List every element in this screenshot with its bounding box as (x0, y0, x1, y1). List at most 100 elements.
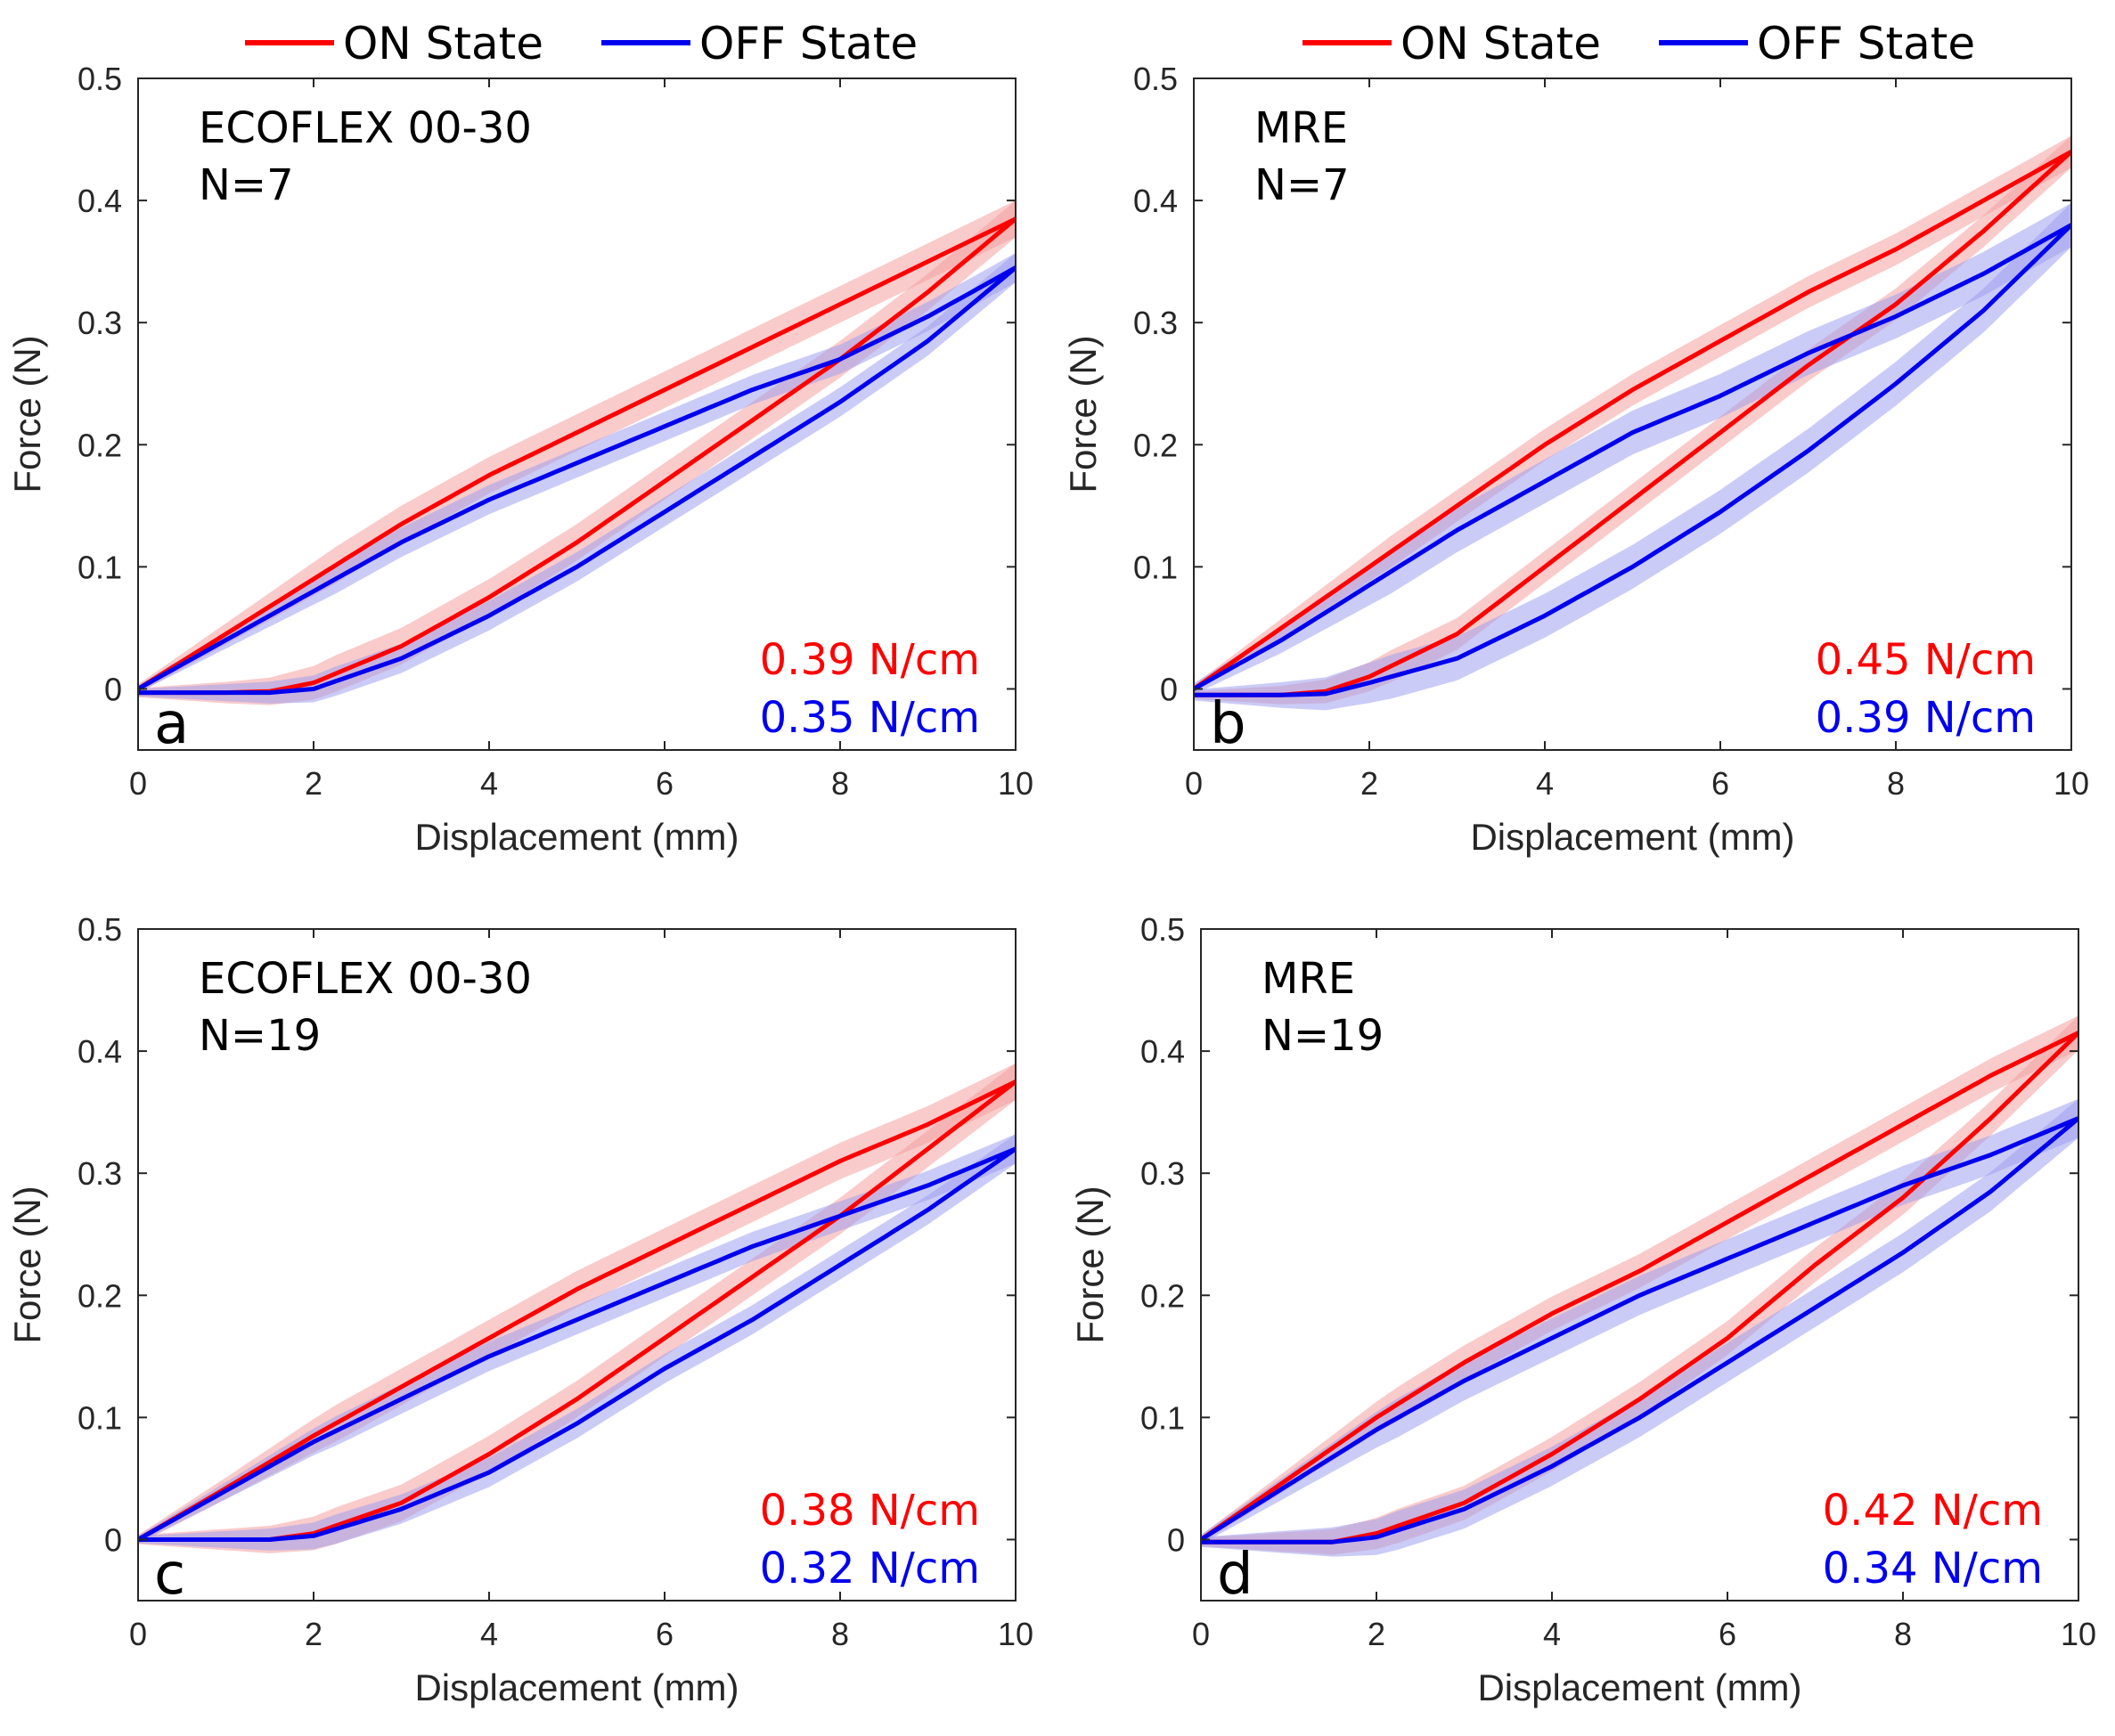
y-tick-label: 0.4 (78, 1033, 122, 1070)
series-off-unloading-line (1194, 223, 2071, 697)
series-on-loading-line (1194, 150, 2071, 691)
material-label: MRE (1254, 103, 1348, 153)
stiffness-off-label: 0.35 N/cm (760, 693, 980, 743)
legend-off-label: OFF State (1757, 18, 1975, 69)
y-tick-label: 0 (104, 1521, 122, 1558)
y-tick-label: 0.2 (1140, 1277, 1185, 1314)
sample-count-label: N=7 (199, 160, 294, 210)
x-tick-label: 10 (2054, 765, 2089, 802)
y-axis-label: Force (N) (6, 1186, 48, 1343)
x-tick-label: 8 (831, 1616, 849, 1652)
series-off-unloading-line (138, 265, 1016, 696)
plot-area (1201, 1015, 2078, 1557)
x-tick-label: 0 (129, 765, 147, 802)
y-tick-label: 0.1 (78, 549, 122, 585)
series-on-loading-line (138, 1080, 1016, 1542)
series-on-unloading-line (1194, 150, 2071, 697)
sample-count-label: N=19 (199, 1011, 321, 1061)
panel-c: 0 2 4 6 8 10 0 0.1 0.2 0.3 0.4 0.5 Displacement (mm)… (6, 911, 1033, 1708)
x-tick-label: 2 (1360, 765, 1378, 802)
series-off-unloading-line (1201, 1116, 2078, 1544)
y-tick-label: 0.3 (1133, 305, 1178, 341)
x-tick-label: 8 (1894, 1616, 1912, 1652)
y-tick-label: 0.5 (1140, 911, 1185, 948)
y-tick-label: 0.5 (78, 61, 122, 97)
stiffness-off-label: 0.34 N/cm (1823, 1544, 2043, 1593)
y-tick-label: 0.1 (1140, 1399, 1185, 1436)
sample-count-label: N=19 (1262, 1011, 1384, 1061)
axes-box (137, 928, 1017, 1602)
band-off-loading (1194, 202, 2071, 695)
x-tick-label: 2 (305, 1616, 323, 1652)
series-off-unloading-line (138, 1146, 1016, 1542)
y-tick-label: 0.2 (78, 1277, 122, 1314)
x-tick-label: 0 (1185, 765, 1203, 802)
y-tick-label: 0.4 (1140, 1033, 1185, 1070)
y-axis-label: Force (N) (1062, 335, 1104, 493)
x-tick-label: 0 (1192, 1616, 1210, 1652)
x-tick-label: 10 (2061, 1616, 2096, 1652)
material-label: ECOFLEX 00-30 (199, 103, 532, 153)
x-tick-label: 6 (656, 765, 674, 802)
band-off-loading (1201, 1098, 2078, 1544)
x-tick-label: 4 (480, 1616, 498, 1652)
axes-box (137, 77, 1017, 751)
y-tick-label: 0.1 (1133, 549, 1178, 585)
y-axis-label: Force (N) (6, 335, 48, 493)
series-off-loading-line (1194, 223, 2071, 691)
axes-box (1200, 928, 2079, 1602)
panel-letter: a (154, 691, 189, 757)
y-tick-label: 0.3 (78, 1155, 122, 1192)
x-axis-label: Displacement (mm) (1470, 816, 1794, 858)
stiffness-off-label: 0.32 N/cm (760, 1544, 980, 1593)
legend-on-label: ON State (1400, 18, 1601, 69)
x-tick-label: 10 (998, 765, 1033, 802)
legend-on-label: ON State (343, 18, 543, 69)
y-tick-label: 0.1 (78, 1399, 122, 1436)
plot-area (138, 1063, 1016, 1553)
panel-a: 0 2 4 6 8 10 0 0.1 0.2 0.3 0.4 0.5 Displacement (mm)… (6, 61, 1033, 858)
x-tick-label: 2 (1368, 1616, 1385, 1652)
stiffness-on-label: 0.39 N/cm (760, 635, 980, 685)
y-tick-label: 0 (1160, 671, 1178, 707)
legend-off-label: OFF State (699, 18, 918, 69)
legend-box (234, 5, 938, 77)
sample-count-label: N=7 (1254, 160, 1350, 210)
y-tick-label: 0.5 (1133, 61, 1178, 97)
material-label: MRE (1262, 954, 1355, 1004)
x-tick-label: 2 (305, 765, 323, 802)
series-on-loading-line (138, 216, 1016, 691)
y-tick-label: 0.5 (78, 911, 122, 948)
series-off-loading-line (1201, 1116, 2078, 1542)
axes-box (1193, 77, 2072, 751)
material-label: ECOFLEX 00-30 (199, 954, 532, 1004)
x-axis-label: Displacement (mm) (414, 1667, 739, 1708)
x-tick-label: 6 (656, 1616, 674, 1652)
x-axis-label: Displacement (mm) (1477, 1667, 1801, 1708)
stiffness-off-label: 0.39 N/cm (1816, 693, 2036, 743)
series-on-loading-line (1201, 1031, 2078, 1542)
panel-d: 0 2 4 6 8 10 0 0.1 0.2 0.3 0.4 0.5 Displacement (mm)… (1069, 911, 2096, 1708)
x-tick-label: 8 (1887, 765, 1905, 802)
x-tick-label: 0 (129, 1616, 147, 1652)
y-axis-label: Force (N) (1069, 1186, 1111, 1343)
y-tick-label: 0 (104, 671, 122, 707)
panel-b: 0 2 4 6 8 10 0 0.1 0.2 0.3 0.4 0.5 Displacement (mm)… (1062, 61, 2089, 858)
x-tick-label: 4 (1543, 1616, 1561, 1652)
band-off-loading (138, 253, 1016, 693)
x-tick-label: 8 (831, 765, 849, 802)
band-on-loading (1194, 135, 2071, 693)
x-tick-label: 10 (998, 1616, 1033, 1652)
stiffness-on-label: 0.45 N/cm (1816, 635, 2036, 685)
stiffness-on-label: 0.42 N/cm (1823, 1486, 2043, 1536)
series-off-loading-line (138, 1146, 1016, 1542)
stiffness-on-label: 0.38 N/cm (760, 1486, 980, 1536)
band-off-loading (138, 1134, 1016, 1544)
legend-box (1292, 5, 1996, 77)
plot-area (138, 200, 1016, 705)
x-axis-label: Displacement (mm) (414, 816, 739, 858)
plot-area (1194, 135, 2071, 711)
x-tick-label: 4 (480, 765, 498, 802)
x-tick-label: 4 (1536, 765, 1554, 802)
